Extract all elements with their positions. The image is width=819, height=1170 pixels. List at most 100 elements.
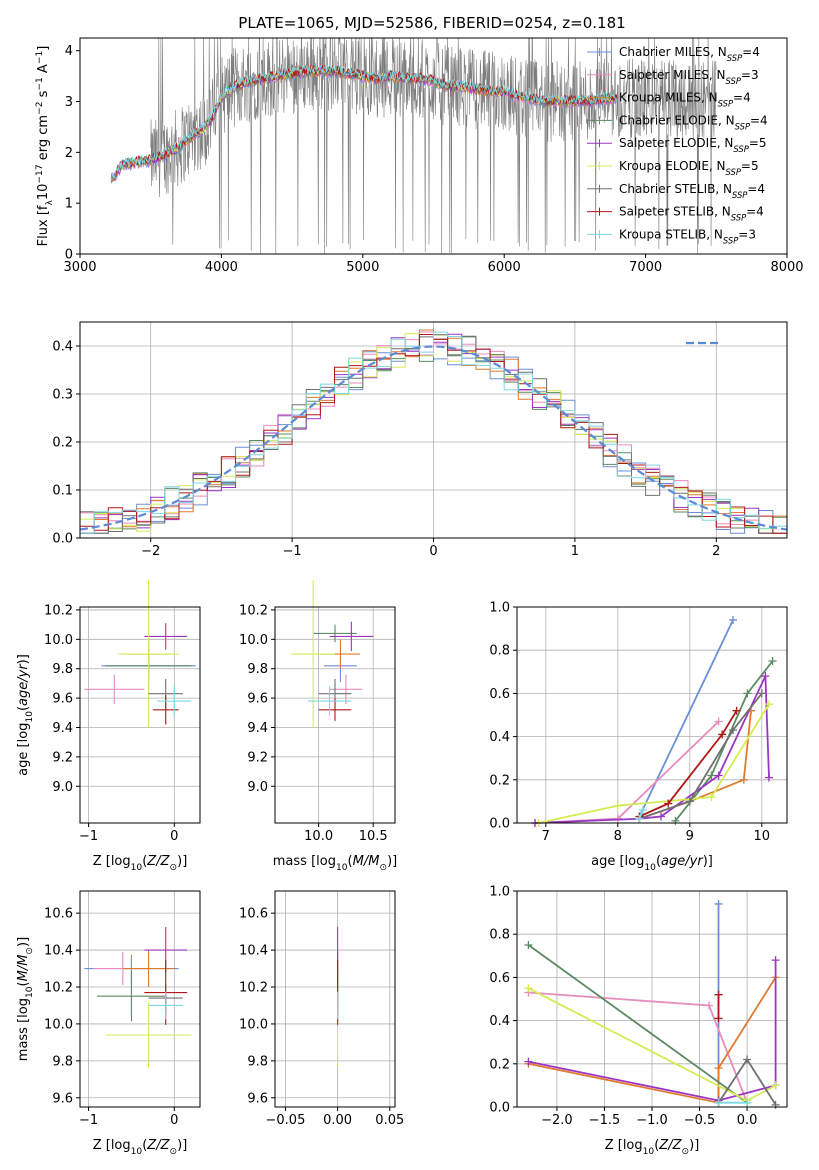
weight-marker [714, 717, 723, 726]
axes-residuals: −2 −1 0 1 2 0.0 0.1 0.2 0.3 0.4 [52, 321, 788, 559]
model-spectrum-8 [110, 64, 618, 182]
weight-marker [613, 801, 622, 810]
y-tick-label: 10.6 [44, 907, 73, 922]
histogram-8 [80, 331, 787, 534]
y-tick-label: 9.6 [247, 692, 268, 707]
weight-marker [743, 1098, 752, 1107]
x-tick-label: −2 [141, 544, 160, 559]
y-tick-label: 0.4 [52, 340, 73, 355]
legend-entry: Salpeter ELODIE, NSSP=5 [619, 136, 767, 154]
spectrum-plot [110, 38, 717, 254]
weight-marker [524, 941, 533, 949]
weight-marker [771, 956, 780, 965]
x-tick-label: 0 [170, 1113, 178, 1128]
weight-marker [707, 793, 716, 802]
weight-line-7 [639, 710, 738, 818]
axes-frame [79, 37, 788, 255]
observed-spectrum [150, 38, 717, 254]
x-tick-label: 4000 [205, 260, 238, 275]
y-tick-label: 2 [65, 146, 73, 161]
y-tick-label: 1.0 [489, 601, 510, 616]
legend-entry: Chabrier STELIB, NSSP=4 [619, 182, 765, 200]
x-tick-label: 8000 [770, 260, 803, 275]
x-axis-label: Z [log10(Z/Z⊙)] [93, 854, 188, 873]
x-tick-label: 0 [429, 544, 437, 559]
x-axis-label: age [log10(age/yr)] [591, 854, 713, 873]
weight-marker [732, 706, 741, 715]
y-tick-label: 4 [65, 44, 73, 59]
x-tick-label: 7000 [629, 260, 662, 275]
y-tick-label: 0.6 [489, 687, 510, 702]
y-tick-label: 10.2 [239, 981, 268, 996]
weight-marker [524, 1057, 533, 1066]
x-axis-label: Z [log10(Z/Z⊙)] [605, 1138, 700, 1157]
y-tick-label: 0.3 [52, 388, 73, 403]
y-tick-label: 1.0 [489, 885, 510, 900]
y-tick-label: 0.1 [52, 484, 73, 499]
x-tick-label: −0.5 [684, 1113, 716, 1128]
x-tick-label: 0.0 [737, 1113, 758, 1128]
x-tick-label: −0.05 [266, 1113, 306, 1128]
axes-age-vs-z: −1 0 9.0 9.2 9.4 9.6 9.8 10.0 10.2 [44, 580, 201, 844]
x-tick-label: 10.0 [304, 829, 333, 844]
y-tick-label: 9.2 [52, 750, 73, 765]
y-axis-label: mass [log10(M/M⊙)] [16, 937, 35, 1061]
weight-marker [657, 812, 665, 821]
axes-frame [274, 606, 396, 824]
legend-entry: Chabrier ELODIE, NSSP=4 [619, 113, 768, 131]
x-axis-label: mass [log10(M/M⊙)] [273, 854, 397, 873]
weight-marker [739, 775, 748, 784]
x-tick-label: 7 [542, 829, 550, 844]
axes-mass-weight-vs-z: −2.0 −1.5 −1.0 −0.5 0.0 0.0 0.2 0.4 0.6 0.8 1.0 [489, 885, 788, 1128]
y-tick-label: 9.4 [247, 721, 268, 736]
y-tick-label: 0.2 [52, 436, 73, 451]
weight-line-5 [538, 703, 770, 824]
y-tick-label: 10.4 [239, 944, 268, 959]
legend-entry: Salpeter MILES, NSSP=3 [619, 68, 759, 86]
axes-frame [274, 890, 396, 1108]
y-tick-label: 9.8 [247, 662, 268, 677]
weight-marker [705, 1001, 714, 1010]
weight-marker [729, 726, 737, 735]
y-tick-label: 9.6 [52, 1091, 73, 1106]
weight-marker [714, 771, 723, 780]
axes-frame [79, 606, 201, 824]
y-tick-label: 9.4 [52, 721, 73, 736]
y-tick-label: 9.0 [52, 780, 73, 795]
y-tick-label: 0.0 [52, 532, 73, 547]
y-tick-label: 10.6 [239, 907, 268, 922]
y-tick-label: 9.8 [247, 1054, 268, 1069]
y-tick-label: 9.6 [247, 1091, 268, 1106]
y-tick-label: 0.0 [489, 1101, 510, 1116]
weight-marker [771, 1081, 780, 1090]
y-tick-label: 9.8 [52, 1054, 73, 1069]
axes-mass-vs-z: −1 0 9.6 9.8 10.0 10.2 10.4 10.6 [44, 890, 201, 1128]
figure-title: PLATE=1065, MJD=52586, FIBERID=0254, z=0… [238, 14, 625, 32]
weight-marker [714, 990, 723, 999]
y-tick-label: 3 [65, 95, 73, 110]
weight-marker [707, 771, 716, 780]
x-tick-label: 5000 [346, 260, 379, 275]
x-tick-label: 0.05 [375, 1113, 404, 1128]
y-tick-label: 9.8 [52, 662, 73, 677]
weight-marker [768, 657, 777, 665]
x-axis-label: Z [log10(Z/Z⊙)] [93, 1138, 188, 1157]
y-tick-label: 9.0 [247, 780, 268, 795]
weight-marker [729, 615, 737, 624]
weight-marker [714, 899, 723, 908]
legend-entry: Kroupa ELODIE, NSSP=5 [619, 159, 759, 177]
y-tick-label: 0.8 [489, 928, 510, 943]
x-tick-label: 0.00 [323, 1113, 352, 1128]
x-tick-label: 0 [170, 829, 178, 844]
y-axis-label: Flux [fλ10−17 erg cm−2 s−1 A−1] [35, 46, 55, 247]
y-tick-label: 10.2 [239, 603, 268, 618]
y-tick-label: 1 [65, 197, 73, 212]
y-tick-label: 0.4 [489, 1014, 510, 1029]
x-tick-label: −1 [283, 544, 302, 559]
weight-line-4 [528, 960, 777, 1102]
axes-mass-weight-vs-age: 7 8 9 10 0.0 0.2 0.4 0.6 0.8 1.0 [489, 601, 788, 844]
y-tick-label: 0.6 [489, 971, 510, 986]
y-tick-label: 0.8 [489, 644, 510, 659]
x-tick-label: −1 [79, 1113, 98, 1128]
